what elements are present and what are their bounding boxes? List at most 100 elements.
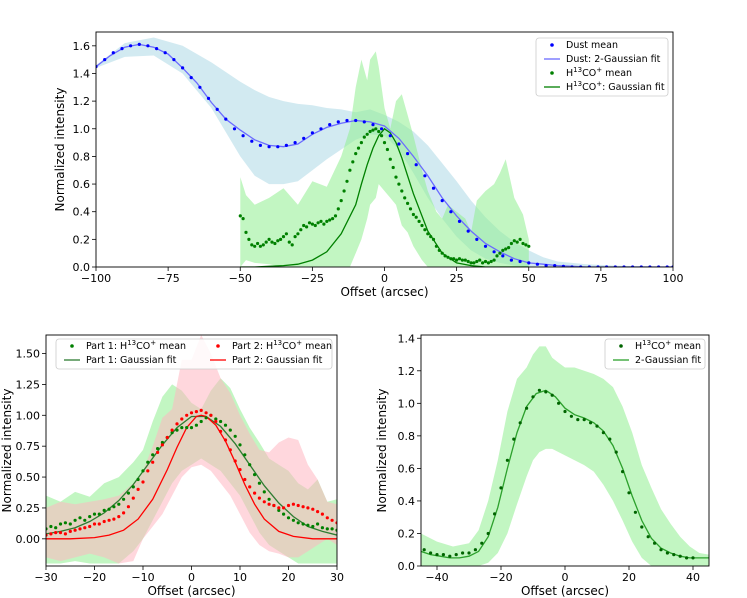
y-tick-label: 0.4	[398, 495, 416, 508]
data-point	[316, 522, 320, 526]
data-point	[291, 502, 295, 506]
x-tick-label: 20	[282, 571, 296, 584]
data-point	[277, 508, 281, 512]
data-point	[354, 118, 358, 123]
data-point	[257, 496, 261, 500]
plot-area	[46, 335, 337, 564]
data-point	[248, 463, 252, 467]
data-point	[180, 426, 184, 430]
data-point	[282, 512, 286, 516]
y-tick-label: 1.4	[398, 332, 416, 345]
data-point	[527, 261, 531, 265]
data-point	[627, 491, 631, 495]
data-point	[63, 532, 67, 536]
y-tick-label: 0.6	[398, 462, 416, 475]
data-point	[380, 134, 384, 138]
data-point	[224, 117, 228, 121]
data-point	[267, 237, 271, 241]
data-point	[112, 505, 116, 509]
x-tick-label: 0	[381, 272, 388, 285]
legend-marker-point	[216, 344, 220, 348]
data-point	[582, 418, 586, 422]
data-point	[420, 223, 424, 228]
data-point	[156, 450, 160, 454]
data-point	[489, 259, 493, 264]
x-axis-label: Offset (arcsec)	[147, 584, 235, 598]
y-tick-label: 0.50	[16, 471, 41, 484]
data-point	[351, 160, 355, 164]
x-tick-label: −25	[301, 272, 324, 285]
legend-box	[604, 338, 706, 370]
data-point	[461, 551, 465, 555]
data-point	[319, 127, 323, 131]
data-point	[199, 408, 203, 412]
data-point	[417, 219, 421, 223]
data-point	[282, 506, 286, 510]
data-point	[452, 257, 456, 261]
data-point	[521, 241, 525, 246]
y-tick-label: 0.2	[73, 233, 91, 246]
data-point	[97, 522, 101, 526]
x-tick-label: 100	[663, 272, 684, 285]
data-point	[507, 246, 511, 250]
data-point	[151, 453, 155, 457]
data-point	[377, 129, 381, 134]
data-point	[273, 241, 277, 246]
y-tick-label: 0.75	[16, 440, 41, 453]
data-point	[505, 458, 509, 462]
plot-area	[96, 37, 673, 267]
data-point	[330, 518, 334, 522]
data-point	[136, 487, 140, 491]
data-point	[155, 47, 159, 51]
data-point	[198, 85, 202, 89]
data-point	[296, 503, 300, 508]
y-tick-label: 0.8	[73, 150, 91, 163]
data-point	[659, 548, 663, 552]
data-point	[608, 437, 612, 441]
data-point	[331, 217, 335, 221]
data-point	[257, 481, 261, 485]
chart-bottom-left: −30 −20 −10 0 10 20 30 0.00 0.25 0.50 0.75 1.00 1.25…	[0, 334, 344, 598]
series-part-2-h13co-mean	[46, 408, 337, 537]
data-point	[498, 251, 502, 255]
data-point	[524, 243, 528, 247]
data-point	[276, 239, 280, 243]
data-point	[336, 120, 340, 124]
data-point	[262, 500, 266, 504]
x-tick-label: −50	[229, 272, 252, 285]
data-point	[281, 235, 286, 239]
data-point	[307, 221, 312, 225]
data-point	[287, 240, 291, 244]
data-point	[244, 230, 248, 234]
data-point	[68, 529, 72, 534]
data-point	[640, 525, 644, 529]
data-point	[501, 254, 505, 258]
data-point	[454, 553, 458, 557]
data-point	[388, 134, 392, 138]
data-point	[473, 548, 477, 552]
data-point	[359, 141, 363, 145]
data-point	[336, 207, 340, 211]
data-point	[137, 42, 141, 47]
data-point	[241, 217, 245, 221]
data-point	[455, 258, 459, 262]
data-point	[250, 139, 254, 143]
data-point	[345, 118, 349, 123]
data-point	[509, 241, 513, 246]
data-point	[320, 512, 324, 516]
legend-item-h13co-mean: H13CO+ mean	[619, 339, 701, 352]
line-part-2-gaussian-fit	[46, 414, 337, 540]
data-point	[499, 486, 503, 490]
data-point	[107, 507, 111, 511]
data-point	[440, 251, 444, 255]
data-point	[440, 199, 444, 203]
data-point	[92, 512, 97, 516]
data-point	[175, 422, 179, 426]
data-point	[472, 261, 476, 265]
band-part-2-band	[46, 335, 337, 564]
data-point	[277, 506, 281, 510]
data-point	[241, 134, 245, 138]
legend-item-h13co-gaussian-fit: H13CO+: Gaussian fit	[544, 80, 665, 93]
data-point	[527, 244, 531, 248]
legend-label: H13CO+ mean	[635, 339, 701, 352]
